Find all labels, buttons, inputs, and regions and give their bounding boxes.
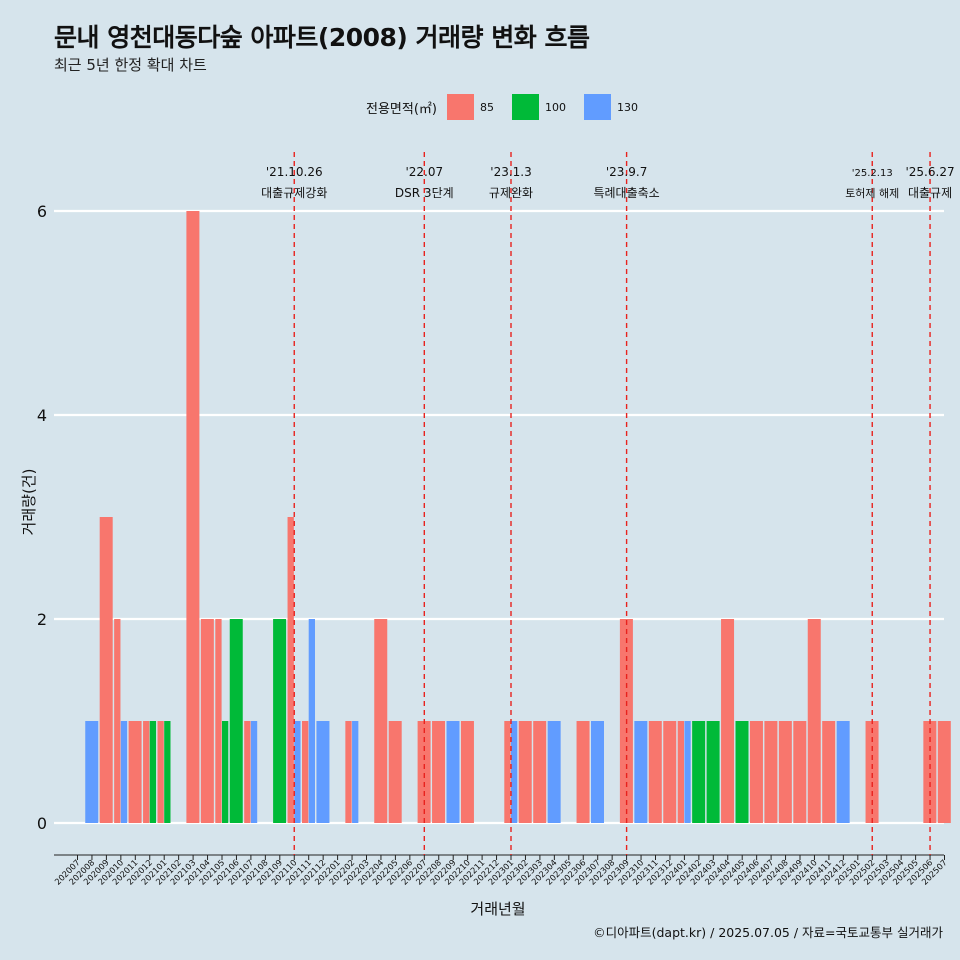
bar-202111-85: [302, 721, 309, 823]
bar-202101-85: [157, 721, 164, 823]
bar-202506-85: [923, 721, 937, 823]
bar-202008-130: [85, 721, 99, 823]
bar-202502-85: [865, 721, 879, 823]
bar-202401-85: [677, 721, 684, 823]
bar-202306-85: [576, 721, 590, 823]
bar-202404-85: [721, 619, 735, 823]
bar-202207-85: [417, 721, 431, 823]
y-tick-label: 6: [37, 202, 47, 221]
bar-202208-85: [432, 721, 446, 823]
bar-202107-130: [250, 721, 258, 823]
bar-202310-130: [634, 721, 648, 823]
legend-label-85: 85: [479, 100, 494, 114]
event-label: 규제완화: [489, 186, 533, 200]
y-tick-label: 4: [37, 406, 47, 425]
bar-202112-130: [316, 721, 330, 823]
event-date: '25.2.13: [852, 168, 893, 179]
legend-swatch-85: [446, 94, 474, 120]
bar-202302-85: [518, 721, 532, 823]
bar-202105-100: [222, 721, 229, 823]
bar-202303-85: [533, 721, 547, 823]
bar-202205-85: [388, 721, 402, 823]
event-label: 대출규제: [908, 186, 952, 200]
bar-202010-130: [120, 721, 128, 823]
bar-202402-100: [692, 721, 706, 823]
bar-202304-130: [547, 721, 561, 823]
chart-subtitle: 최근 5년 한정 확대 차트: [54, 56, 207, 74]
bar-202403-100: [706, 721, 720, 823]
y-tick-label: 2: [37, 610, 47, 629]
legend-label-100: 100: [544, 100, 566, 114]
bar-202110-85: [287, 517, 294, 823]
event-date: '23.9.7: [606, 165, 647, 179]
bar-202405-100: [735, 721, 749, 823]
event-date: '25.6.27: [905, 165, 954, 179]
event-date: '21.10.26: [266, 165, 323, 179]
legend-swatch-100: [511, 94, 539, 120]
bar-202209-130: [446, 721, 460, 823]
bar-202107-85: [244, 721, 251, 823]
bar-202012-85: [143, 721, 150, 823]
bar-202106-100: [229, 619, 243, 823]
legend-label-130: 130: [616, 100, 638, 114]
bar-202412-130: [836, 721, 850, 823]
bar-202301-85: [504, 721, 511, 823]
y-tick-label: 0: [37, 814, 47, 833]
bar-202408-85: [778, 721, 792, 823]
bar-202202-130: [352, 721, 359, 823]
bar-202210-85: [460, 721, 474, 823]
bar-202110-130: [294, 721, 301, 823]
bar-202104-85: [200, 619, 214, 823]
bar-202410-85: [807, 619, 821, 823]
bar-202311-85: [648, 721, 662, 823]
bar-202202-85: [345, 721, 352, 823]
x-axis: 2020072020082020092020102020112020122021…: [52, 854, 949, 887]
x-axis-title: 거래년월: [470, 900, 525, 918]
bar-202411-85: [822, 721, 836, 823]
bar-202409-85: [793, 721, 807, 823]
bar-202111-130: [308, 619, 315, 823]
bar-202010-85: [114, 619, 121, 823]
bar-202009-85: [99, 517, 113, 823]
bar-202011-85: [128, 721, 142, 823]
bar-202307-130: [591, 721, 604, 823]
bar-202401-130: [684, 721, 691, 823]
legend-title: 전용면적(㎡): [366, 101, 437, 117]
bar-202406-85: [749, 721, 763, 823]
legend-swatch-130: [583, 94, 611, 120]
bar-202407-85: [764, 721, 778, 823]
legend: 전용면적(㎡) 85 100 130: [366, 94, 656, 120]
event-date: '22.07: [405, 165, 443, 179]
bar-202301-130: [511, 721, 518, 823]
bar-202109-100: [273, 619, 287, 823]
source-caption: ©디아파트(dapt.kr) / 2025.07.05 / 자료=국토교통부 실…: [593, 925, 943, 940]
event-label: 특례대출축소: [593, 186, 659, 200]
event-label: 토허제 해제: [845, 186, 899, 200]
chart-title: 문내 영천대동다숲 아파트(2008) 거래량 변화 흐름: [54, 23, 590, 52]
bar-202103-85: [186, 211, 200, 823]
bar-202312-85: [663, 721, 677, 823]
event-annotations: '21.10.26 대출규제강화 '22.07 DSR 3단계 '23.1.3 규제완화 '…: [261, 152, 955, 855]
y-axis-title: 거래량(건): [20, 469, 38, 536]
event-date: '23.1.3: [490, 165, 531, 179]
bar-202012-100: [149, 721, 157, 823]
bar-202101-100: [164, 721, 171, 823]
bar-202105-85: [215, 619, 222, 823]
event-label: 대출규제강화: [261, 186, 327, 200]
bar-202507-85: [937, 721, 951, 823]
bar-202204-85: [374, 619, 388, 823]
event-label: DSR 3단계: [395, 186, 454, 200]
